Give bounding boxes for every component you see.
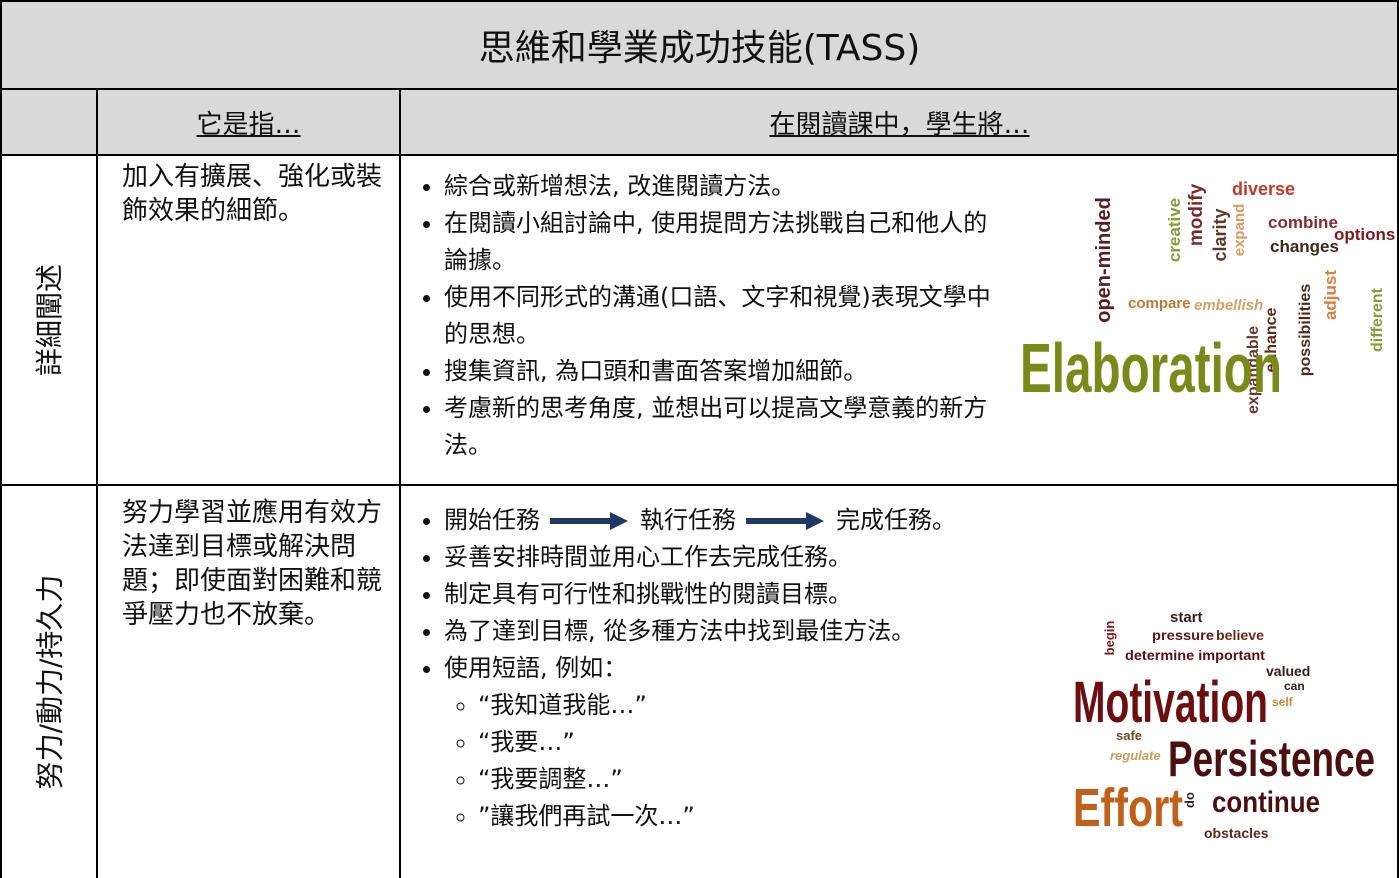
cloud-word: compare — [1128, 295, 1191, 312]
cloud-word: enhance — [1263, 307, 1280, 372]
cloud-word: safe — [1116, 728, 1142, 743]
border — [399, 88, 401, 878]
list-item: 搜集資訊, 為口頭和書面答案增加細節。 — [444, 353, 1004, 390]
definition: 努力學習並應用有效方法達到目標或解決問題；即使面對困難和競爭壓力也不放棄。 — [122, 498, 383, 630]
border — [0, 154, 1399, 156]
cloud-word: self — [1272, 695, 1294, 709]
row-label: 詳細闡述 — [33, 263, 67, 377]
arrow — [746, 512, 824, 530]
row-label-cell: 詳細闡述 — [0, 156, 96, 484]
cloud-word: Elaboration — [1020, 329, 1282, 407]
cloud-word: start — [1170, 609, 1203, 626]
cloud-word: expandable — [1245, 326, 1262, 414]
cloud-word: possibilities — [1297, 284, 1314, 377]
header-row — [0, 90, 1399, 155]
sub-item: ”讓我們再試一次…” — [478, 798, 1034, 835]
cloud-word: diverse — [1232, 179, 1295, 199]
cloud-word: believe — [1216, 627, 1264, 643]
list-item: 為了達到目標, 從多種方法中找到最佳方法。 — [444, 613, 1034, 650]
border — [1397, 88, 1399, 878]
list-cell: 綜合或新增想法, 改進閱讀方法。在閱讀小組討論中, 使用提問方法挑戰自己和他人的… — [414, 168, 1004, 464]
title: 思維和學業成功技能(TASS) — [0, 0, 1399, 90]
header-cell: 它是指… — [196, 110, 301, 140]
cloud-word: open-minded — [1093, 197, 1115, 323]
row-label: 努力/動力/持久力 — [33, 574, 66, 790]
list-item: 考慮新的思考角度, 並想出可以提高文學意義的新方法。 — [444, 390, 1004, 464]
step: 開始任務 — [444, 506, 540, 534]
word-cloud: open-minded creative modify clarity dive… — [1020, 179, 1395, 414]
list-item: 使用不同形式的溝通(口語、文字和視覺)表現文學中的思想。 — [444, 279, 1004, 353]
list-item: 使用短語, 例如：“我知道我能…”“我要…”“我要調整…””讓我們再試一次…” — [444, 650, 1034, 835]
cloud-word: Motivation — [1073, 670, 1268, 735]
cloud-word: changes — [1270, 237, 1339, 256]
cloud-word: different — [1369, 287, 1386, 352]
cloud-word: valued — [1266, 663, 1310, 679]
cloud-word: combine — [1268, 213, 1338, 232]
list-item: 綜合或新增想法, 改進閱讀方法。 — [444, 168, 1004, 205]
definition: 加入有擴展、強化或裝飾效果的細節。 — [122, 162, 383, 226]
step: 執行任務 — [640, 506, 736, 534]
cloud-word: continue — [1212, 786, 1320, 819]
list-item: 在閱讀小組討論中, 使用提問方法挑戰自己和他人的論據。 — [444, 205, 1004, 279]
cloud-word: adjust — [1321, 270, 1340, 320]
bullet-list: 綜合或新增想法, 改進閱讀方法。在閱讀小組討論中, 使用提問方法挑戰自己和他人的… — [414, 168, 1004, 464]
cloud-word: Effort — [1073, 778, 1183, 838]
step: 完成任務。 — [836, 506, 956, 534]
bullet-list: 開始任務 執行任務 完成任務。妥善安排時間並用心工作去完成任務。制定具有可行性和挑戰… — [414, 502, 1034, 835]
cloud-word: embellish — [1194, 297, 1263, 314]
cloud-word: regulate — [1110, 748, 1161, 763]
cloud-word: options — [1334, 225, 1395, 244]
header-cell: 在閱讀課中，學生將… — [769, 110, 1030, 140]
cloud-word: begin — [1102, 621, 1117, 656]
cloud-word: do — [1182, 792, 1197, 808]
list-cell: 開始任務 執行任務 完成任務。妥善安排時間並用心工作去完成任務。制定具有可行性和挑戰… — [414, 502, 1034, 835]
cloud-word: creative — [1165, 198, 1184, 262]
list-item: 制定具有可行性和挑戰性的閱讀目標。 — [444, 576, 1034, 613]
cloud-word: pressure — [1152, 627, 1214, 643]
border — [0, 88, 2, 878]
border — [96, 88, 98, 878]
cloud-word: clarity — [1210, 208, 1230, 261]
sub-item: “我知道我能…” — [478, 687, 1034, 724]
sub-item: “我要調整…” — [478, 761, 1034, 798]
word-cloud: begin start pressure believe determine i… — [1073, 609, 1375, 841]
list-item: 開始任務 執行任務 完成任務。 — [444, 502, 1034, 539]
row-label-cell: 努力/動力/持久力 — [0, 486, 96, 878]
sub-item: “我要…” — [478, 724, 1034, 761]
cloud-word: modify — [1186, 183, 1207, 246]
arrow — [550, 512, 628, 530]
cloud-word: Persistence — [1168, 731, 1375, 787]
cloud-word: determine important — [1125, 647, 1265, 663]
list-item: 妥善安排時間並用心工作去完成任務。 — [444, 539, 1034, 576]
cloud-word: can — [1284, 679, 1305, 693]
cloud-word: obstacles — [1204, 825, 1269, 841]
cloud-word: expand — [1231, 204, 1248, 257]
sub-list: “我知道我能…”“我要…”“我要調整…””讓我們再試一次…” — [444, 687, 1034, 835]
border — [0, 484, 1399, 486]
